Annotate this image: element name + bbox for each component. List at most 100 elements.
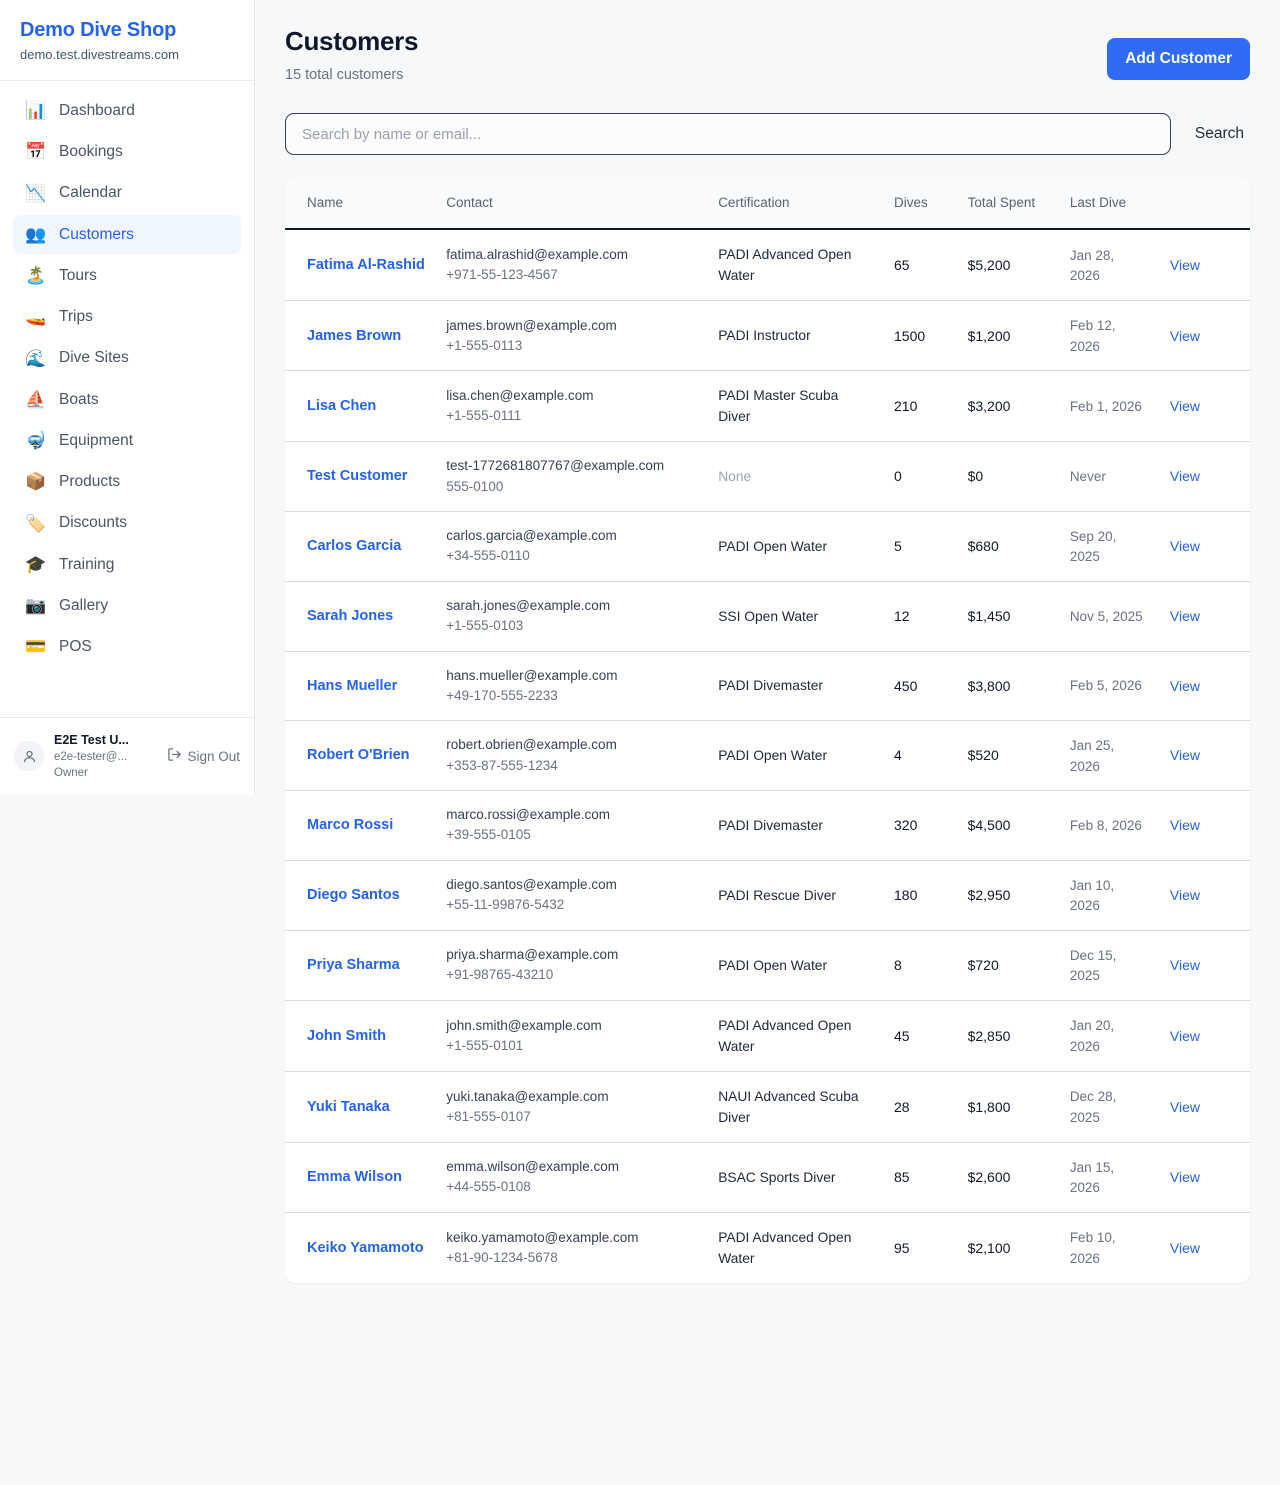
view-customer-link[interactable]: View <box>1169 957 1200 974</box>
cell-actions: View <box>1155 581 1250 652</box>
sidebar-item-equipment[interactable]: 🤿 Equipment <box>13 421 241 460</box>
sidebar-item-boats[interactable]: ⛵ Boats <box>13 380 241 419</box>
certification-value: SSI Open Water <box>718 608 819 624</box>
customer-phone: +353-87-555-1234 <box>446 757 558 773</box>
camera-icon: 📷 <box>25 596 47 616</box>
cell-name: Yuki Tanaka <box>285 1071 437 1143</box>
cell-last-dive: Jan 15, 2026 <box>1059 1142 1156 1214</box>
customer-name-link[interactable]: Test Customer <box>307 468 408 485</box>
user-meta: E2E Test U... e2e-tester@... Owner <box>54 731 157 782</box>
cell-actions: View <box>1155 370 1250 443</box>
view-customer-link[interactable]: View <box>1169 468 1200 485</box>
cell-last-dive: Sep 20, 2025 <box>1059 511 1156 583</box>
dives-count: 12 <box>894 608 910 625</box>
customer-name-link[interactable]: Hans Mueller <box>307 677 398 694</box>
cell-total-spent: $520 <box>957 720 1060 792</box>
customer-name-link[interactable]: Keiko Yamamoto <box>307 1239 424 1256</box>
cell-certification: PADI Advanced Open Water <box>708 1213 884 1284</box>
view-customer-link[interactable]: View <box>1169 327 1200 344</box>
sidebar-item-gallery[interactable]: 📷 Gallery <box>13 586 241 625</box>
cell-certification: PADI Rescue Diver <box>708 860 884 931</box>
sidebar-item-pos[interactable]: 💳 POS <box>13 627 241 666</box>
total-spent-value: $1,800 <box>967 1098 1011 1115</box>
table-row: Sarah Jones sarah.jones@example.com +1-555… <box>285 581 1250 652</box>
cell-total-spent: $720 <box>957 930 1060 1001</box>
sidebar-item-trips[interactable]: 🚤 Trips <box>13 297 241 336</box>
total-spent-value: $0 <box>967 468 984 485</box>
total-spent-value: $1,450 <box>967 608 1011 625</box>
cell-name: Test Customer <box>285 441 437 512</box>
customer-name-link[interactable]: Fatima Al-Rashid <box>307 257 425 274</box>
cell-dives: 65 <box>884 229 958 302</box>
view-customer-link[interactable]: View <box>1169 1027 1200 1044</box>
cell-dives: 210 <box>884 370 958 443</box>
view-customer-link[interactable]: View <box>1169 257 1200 274</box>
view-customer-link[interactable]: View <box>1169 677 1200 694</box>
certification-value: PADI Divemaster <box>718 678 823 694</box>
certification-value: PADI Open Water <box>718 538 828 554</box>
customer-name-link[interactable]: Sarah Jones <box>307 608 394 625</box>
sidebar-item-dashboard[interactable]: 📊 Dashboard <box>13 91 241 130</box>
sign-out-button[interactable]: Sign Out <box>167 747 240 765</box>
add-customer-button[interactable]: Add Customer <box>1107 38 1250 80</box>
customer-name-link[interactable]: Priya Sharma <box>307 957 400 974</box>
sidebar-item-dive-sites[interactable]: 🌊 Dive Sites <box>13 338 241 377</box>
table-body: Fatima Al-Rashid fatima.alrashid@example.… <box>285 229 1250 1283</box>
credit-card-icon: 💳 <box>25 637 47 657</box>
customer-phone: +81-555-0107 <box>446 1108 531 1124</box>
sailboat-icon: ⛵ <box>25 389 47 409</box>
cell-last-dive: Jan 25, 2026 <box>1059 720 1156 792</box>
customer-name-link[interactable]: John Smith <box>307 1027 386 1044</box>
sidebar-item-products[interactable]: 📦 Products <box>13 462 241 501</box>
cell-total-spent: $3,200 <box>957 370 1060 443</box>
sidebar-item-training[interactable]: 🎓 Training <box>13 545 241 584</box>
customer-name-link[interactable]: Emma Wilson <box>307 1169 402 1186</box>
customer-name-link[interactable]: Lisa Chen <box>307 398 377 415</box>
column-header-actions <box>1155 178 1250 231</box>
cell-certification: PADI Open Water <box>708 720 884 792</box>
certification-value: PADI Master Scuba Diver <box>718 388 839 425</box>
customer-name-link[interactable]: Marco Rossi <box>307 817 394 834</box>
sidebar-item-bookings[interactable]: 📅 Bookings <box>13 132 241 171</box>
cell-total-spent: $680 <box>957 511 1060 583</box>
sidebar-item-discounts[interactable]: 🏷️ Discounts <box>13 503 241 542</box>
customer-name-link[interactable]: Carlos Garcia <box>307 538 402 555</box>
cell-contact: yuki.tanaka@example.com +81-555-0107 <box>436 1071 709 1143</box>
cell-dives: 320 <box>884 790 958 861</box>
view-customer-link[interactable]: View <box>1169 1098 1200 1115</box>
sidebar-item-tours[interactable]: 🏝️ Tours <box>13 256 241 295</box>
view-customer-link[interactable]: View <box>1169 538 1200 555</box>
view-customer-link[interactable]: View <box>1169 1239 1200 1256</box>
dives-count: 5 <box>894 538 902 555</box>
cell-last-dive: Jan 20, 2026 <box>1059 1000 1156 1072</box>
table-header-row: Name Contact Certification Dives Total S… <box>285 178 1250 231</box>
cell-certification: BSAC Sports Diver <box>708 1142 884 1214</box>
brand-header: Demo Dive Shop demo.test.divestreams.com <box>0 0 254 81</box>
sidebar-item-calendar[interactable]: 📉 Calendar <box>13 173 241 212</box>
cell-dives: 45 <box>884 1000 958 1072</box>
customer-email: test-1772681807767@example.com <box>446 458 665 474</box>
customer-name-link[interactable]: James Brown <box>307 327 402 344</box>
customer-email: hans.mueller@example.com <box>446 667 618 683</box>
total-spent-value: $2,600 <box>967 1169 1011 1186</box>
sidebar-item-customers[interactable]: 👥 Customers <box>13 214 241 254</box>
total-spent-value: $1,200 <box>967 327 1011 344</box>
view-customer-link[interactable]: View <box>1169 398 1200 415</box>
customer-count: 15 total customers <box>285 67 404 84</box>
customer-name-link[interactable]: Robert O'Brien <box>307 747 410 764</box>
search-input[interactable] <box>285 113 1171 156</box>
customer-name-link[interactable]: Yuki Tanaka <box>307 1098 390 1115</box>
cell-dives: 4 <box>884 720 958 792</box>
view-customer-link[interactable]: View <box>1169 608 1200 625</box>
total-spent-value: $520 <box>967 747 999 764</box>
search-button[interactable]: Search <box>1189 119 1250 149</box>
cell-certification: PADI Divemaster <box>708 790 884 861</box>
view-customer-link[interactable]: View <box>1169 817 1200 834</box>
customer-name-link[interactable]: Diego Santos <box>307 886 400 903</box>
customers-table-card: Name Contact Certification Dives Total S… <box>285 178 1250 1283</box>
view-customer-link[interactable]: View <box>1169 887 1200 904</box>
view-customer-link[interactable]: View <box>1169 747 1200 764</box>
cell-contact: carlos.garcia@example.com +34-555-0110 <box>436 511 709 583</box>
last-dive-date: Feb 8, 2026 <box>1069 818 1142 834</box>
view-customer-link[interactable]: View <box>1169 1169 1200 1186</box>
